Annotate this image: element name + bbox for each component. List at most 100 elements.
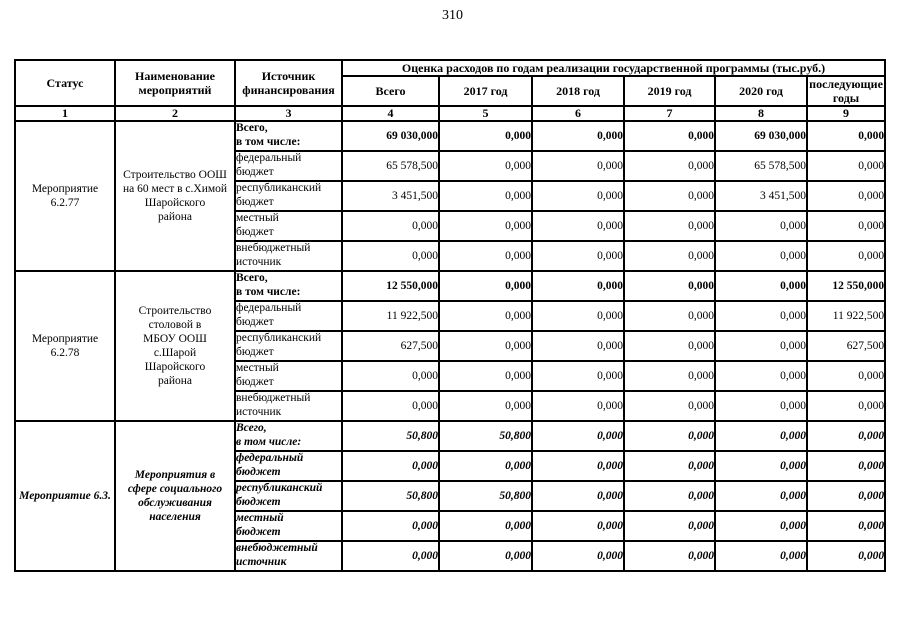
activity-name-cell: Строительство столовой в МБОУ ООШ с.Шаро…: [114, 270, 236, 422]
value-cell: 0,000: [438, 240, 533, 272]
value-cell: 0,000: [531, 360, 625, 392]
col-header-source: Источник финансирования: [234, 59, 343, 107]
value-cell: 0,000: [714, 360, 808, 392]
value-cell: 0,000: [531, 510, 625, 542]
value-cell: 0,000: [438, 540, 533, 572]
value-cell: 0,000: [623, 420, 716, 452]
funding-source-cell: республиканский бюджет: [234, 330, 343, 362]
funding-source-cell: Всего, в том числе:: [234, 120, 343, 152]
value-cell: 69 030,000: [341, 120, 440, 152]
funding-source-cell: республиканский бюджет: [234, 480, 343, 512]
value-cell: 0,000: [805, 180, 887, 212]
value-cell: 0,000: [531, 480, 625, 512]
table-row: местный бюджет 0,000 0,000 0,000 0,000 0,000 0…: [15, 360, 887, 392]
activity-name-cell: Мероприятия в сфере социального обслужив…: [114, 420, 236, 572]
value-cell: 0,000: [623, 540, 716, 572]
header-row-group: Статус Наименование мероприятий Источник…: [14, 59, 887, 107]
value-cell: 0,000: [623, 180, 716, 212]
value-cell: 0,000: [623, 510, 716, 542]
header-row-numbers: 1 2 3 4 5 6 7 8 9: [14, 105, 887, 122]
value-cell: 0,000: [714, 480, 808, 512]
value-cell: 627,500: [805, 330, 887, 362]
value-cell: 0,000: [714, 270, 808, 302]
value-cell: 0,000: [531, 240, 625, 272]
value-cell: 0,000: [805, 150, 887, 182]
col-number: 4: [341, 105, 440, 122]
col-header-total: Всего: [341, 75, 440, 107]
col-header-name: Наименование мероприятий: [114, 59, 236, 107]
funding-source-cell: внебюджетный источник: [234, 240, 343, 272]
value-cell: 0,000: [805, 240, 887, 272]
funding-source-cell: федеральный бюджет: [234, 150, 343, 182]
value-cell: 0,000: [714, 540, 808, 572]
value-cell: 0,000: [714, 330, 808, 362]
value-cell: 0,000: [438, 120, 533, 152]
value-cell: 0,000: [805, 480, 887, 512]
col-header-subsequent-years: последующие годы: [805, 75, 887, 107]
value-cell: 0,000: [805, 360, 887, 392]
activity-name-cell: Строительство ООШ на 60 мест в с.Химой Ш…: [114, 120, 236, 272]
status-cell: Мероприятие 6.2.78: [14, 270, 116, 422]
value-cell: 0,000: [438, 450, 533, 482]
value-cell: 0,000: [714, 210, 808, 242]
value-cell: 0,000: [438, 180, 533, 212]
value-cell: 0,000: [531, 270, 625, 302]
col-header-2018: 2018 год: [531, 75, 625, 107]
value-cell: 0,000: [805, 210, 887, 242]
value-cell: 69 030,000: [714, 120, 808, 152]
table-row: федеральный бюджет 65 578,500 0,000 0,000 0,…: [15, 150, 887, 182]
value-cell: 0,000: [805, 450, 887, 482]
value-cell: 0,000: [623, 390, 716, 422]
value-cell: 0,000: [531, 540, 625, 572]
value-cell: 50,800: [341, 420, 440, 452]
value-cell: 0,000: [438, 210, 533, 242]
table-row: федеральный бюджет 0,000 0,000 0,000 0,000 0,…: [15, 450, 887, 482]
funding-source-cell: местный бюджет: [234, 360, 343, 392]
value-cell: 0,000: [714, 420, 808, 452]
value-cell: 0,000: [623, 480, 716, 512]
value-cell: 0,000: [623, 270, 716, 302]
value-cell: 0,000: [714, 300, 808, 332]
table-row: Мероприятие 6.3. Мероприятия в сфере соци…: [14, 420, 887, 572]
value-cell: 0,000: [531, 210, 625, 242]
table-row: местный бюджет 0,000 0,000 0,000 0,000 0,000 0…: [15, 510, 887, 542]
table-row: Мероприятие 6.2.77 Строительство ООШ на 6…: [14, 120, 887, 272]
funding-source-cell: местный бюджет: [234, 210, 343, 242]
value-cell: 0,000: [341, 540, 440, 572]
col-header-group: Оценка расходов по годам реализации госу…: [340, 59, 887, 77]
value-cell: 0,000: [438, 360, 533, 392]
table-row: внебюджетный источник 0,000 0,000 0,000 0,00…: [15, 390, 887, 422]
value-cell: 0,000: [623, 360, 716, 392]
value-cell: 0,000: [438, 300, 533, 332]
col-header-2017: 2017 год: [438, 75, 533, 107]
col-header-2019: 2019 год: [623, 75, 716, 107]
value-cell: 0,000: [438, 150, 533, 182]
table-row: местный бюджет 0,000 0,000 0,000 0,000 0,000 0…: [15, 210, 887, 242]
value-cell: 0,000: [438, 510, 533, 542]
value-cell: 0,000: [805, 540, 887, 572]
value-cell: 0,000: [623, 330, 716, 362]
value-cell: 0,000: [714, 240, 808, 272]
table-body: Мероприятие 6.2.77 Строительство ООШ на 6…: [14, 120, 887, 572]
value-cell: 0,000: [623, 450, 716, 482]
value-cell: 0,000: [341, 360, 440, 392]
table-row: федеральный бюджет 11 922,500 0,000 0,000 0,…: [15, 300, 887, 332]
table-row: внебюджетный источник 0,000 0,000 0,000 0,00…: [15, 240, 887, 272]
value-cell: 0,000: [805, 420, 887, 452]
value-cell: 50,800: [438, 420, 533, 452]
funding-source-cell: внебюджетный источник: [234, 390, 343, 422]
funding-source-cell: внебюджетный источник: [234, 540, 343, 572]
col-header-status: Статус: [14, 59, 116, 107]
value-cell: 11 922,500: [341, 300, 440, 332]
value-cell: 12 550,000: [805, 270, 887, 302]
value-cell: 65 578,500: [714, 150, 808, 182]
value-cell: 0,000: [623, 300, 716, 332]
value-cell: 0,000: [805, 120, 887, 152]
funding-source-cell: Всего, в том числе:: [234, 420, 343, 452]
col-number: 8: [714, 105, 808, 122]
value-cell: 65 578,500: [341, 150, 440, 182]
value-cell: 0,000: [341, 450, 440, 482]
budget-table: Статус Наименование мероприятий Источник…: [14, 59, 887, 572]
value-cell: 0,000: [714, 390, 808, 422]
table-row: внебюджетный источник 0,000 0,000 0,000 0,00…: [15, 540, 887, 572]
